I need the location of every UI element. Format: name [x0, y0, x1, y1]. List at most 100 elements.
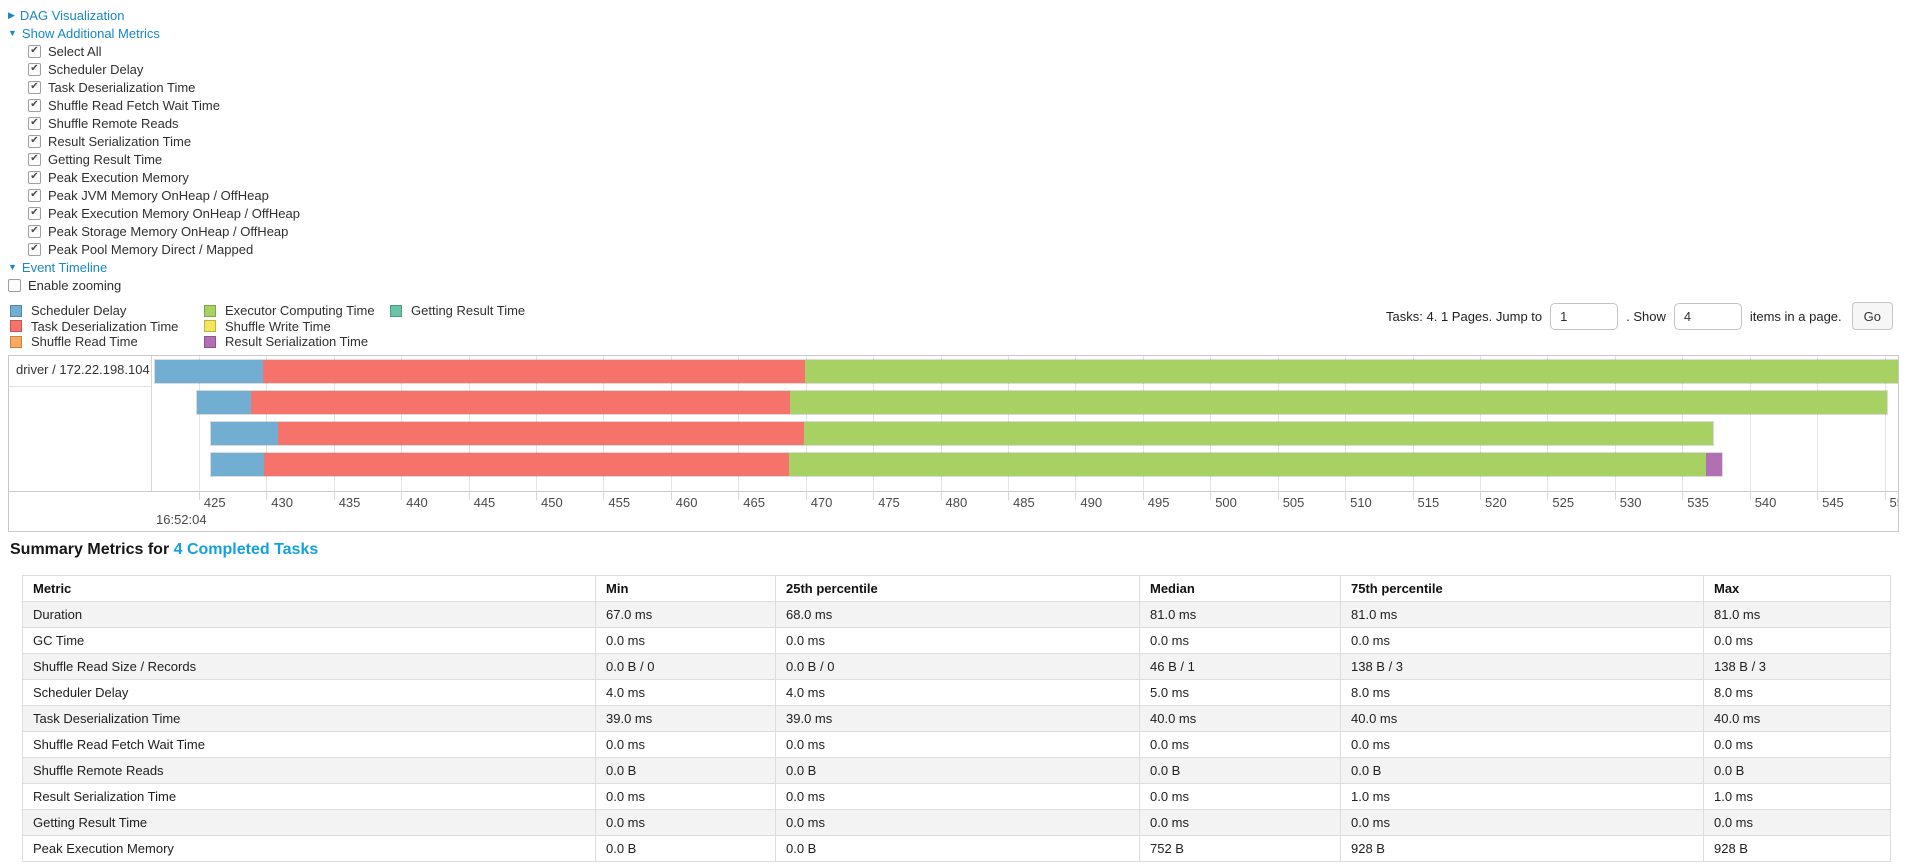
timeline-tick: [266, 491, 268, 500]
legend-column: Scheduler Delay Task Deserialization Time…: [10, 303, 204, 350]
summary-metric-value: 0.0 ms: [595, 809, 776, 836]
summary-table-row: Shuffle Remote Reads 0.0 B 0.0 B 0.0 B 0.0 B…: [22, 757, 1891, 784]
timeline-axis-tick-label: 455: [608, 495, 631, 510]
metric-checkbox[interactable]: ✔: [28, 206, 41, 220]
timeline-tick: [738, 491, 740, 500]
dag-visualization-link[interactable]: ▶ DAG Visualization: [8, 8, 124, 23]
timeline-axis-tick-label: 540: [1754, 495, 1777, 510]
timeline-gridline: [198, 356, 200, 491]
legend-item: Scheduler Delay: [10, 303, 204, 319]
show-additional-metrics-label: Show Additional Metrics: [21, 25, 160, 41]
summary-metric-name: Shuffle Read Size / Records: [22, 653, 596, 680]
summary-metrics-table: Metric Min 25th percentile Median 75th perce…: [22, 575, 1891, 862]
summary-metric-value: 40.0 ms: [1340, 705, 1704, 732]
metric-checkbox-row: ✔ Getting Result Time: [28, 150, 300, 168]
event-timeline-label: Event Timeline: [21, 259, 108, 275]
legend-label: Executor Computing Time: [225, 303, 375, 319]
timeline-axis-tick-label: 475: [878, 495, 900, 510]
summary-metric-value: 40.0 ms: [1703, 705, 1891, 732]
task-bar[interactable]: [196, 390, 1888, 415]
summary-metric-value: 0.0 ms: [1703, 627, 1891, 654]
metric-checkbox[interactable]: ✔: [28, 242, 41, 256]
summary-column-header: Metric: [22, 575, 596, 602]
legend-swatch-scheduler-delay: [10, 304, 22, 317]
timeline-axis-tick-label: 505: [1282, 495, 1305, 510]
timeline-axis-tick-label: 485: [1013, 495, 1035, 510]
go-button[interactable]: Go: [1851, 302, 1893, 330]
timeline-tick: [1614, 491, 1616, 500]
metric-checkbox[interactable]: ✔: [28, 224, 41, 238]
metric-checkbox[interactable]: ✔: [28, 98, 41, 112]
summary-metric-value: 0.0 ms: [1139, 627, 1341, 654]
jump-to-page-input[interactable]: [1550, 302, 1619, 330]
summary-table-row: Peak Execution Memory 0.0 B 0.0 B 752 B 928 …: [22, 835, 1891, 862]
summary-metric-value: 0.0 B / 0: [775, 653, 1140, 680]
summary-metric-value: 0.0 ms: [775, 627, 1140, 654]
timeline-axis-tick-label: 440: [406, 495, 428, 510]
timeline-axis-tick-label: 445: [473, 495, 496, 510]
timeline-gridline: [1884, 356, 1886, 491]
timeline-tick: [1412, 491, 1414, 500]
task-segment-task-deserialization: [264, 453, 790, 476]
show-additional-metrics-link[interactable]: ▼ Show Additional Metrics: [8, 26, 160, 41]
legend-label: Getting Result Time: [411, 303, 526, 319]
summary-table-row: Scheduler Delay 4.0 ms 4.0 ms 5.0 ms 8.0 ms 8…: [22, 679, 1891, 706]
event-timeline-link[interactable]: ▼ Event Timeline: [8, 260, 107, 275]
summary-metric-value: 0.0 B: [775, 757, 1140, 784]
summary-metric-value: 0.0 B: [595, 757, 776, 784]
timeline-axis-tick-label: 425: [203, 495, 226, 510]
items-per-page-input[interactable]: [1673, 302, 1742, 330]
metric-checkbox-label: Scheduler Delay: [48, 61, 144, 77]
summary-metric-name: Scheduler Delay: [22, 679, 596, 706]
legend-label: Scheduler Delay: [31, 303, 127, 319]
metric-checkbox[interactable]: ✔: [28, 134, 41, 148]
timeline-axis-tick-label: 495: [1147, 495, 1170, 510]
summary-metric-value: 0.0 B: [1139, 757, 1341, 784]
metric-checkbox[interactable]: ✔: [28, 44, 41, 58]
metric-checkbox-row: ✔ Task Deserialization Time: [28, 78, 300, 96]
summary-metric-name: Task Deserialization Time: [22, 705, 596, 732]
timeline-axis-tick-label: 520: [1485, 495, 1507, 510]
summary-metric-value: 0.0 B: [595, 835, 776, 862]
summary-metric-value: 0.0 ms: [595, 731, 776, 758]
timeline-tick: [1884, 491, 1886, 500]
metric-checkbox[interactable]: ✔: [28, 62, 41, 76]
items-in-page-text: items in a page.: [1749, 308, 1842, 324]
task-bar[interactable]: [209, 452, 1724, 477]
summary-table-row: Task Deserialization Time 39.0 ms 39.0 ms 4…: [22, 705, 1891, 732]
summary-column-header: Median: [1139, 575, 1341, 602]
timeline-tick: [873, 491, 875, 500]
task-bar[interactable]: [209, 421, 1714, 446]
legend-item: Executor Computing Time: [204, 303, 390, 319]
timeline-gridline: [1817, 356, 1819, 491]
timeline-tick: [805, 491, 807, 500]
timeline-tick: [1682, 491, 1684, 500]
timeline-axis-tick-label: 490: [1080, 495, 1103, 510]
metric-checkbox-row: ✔ Select All: [28, 42, 300, 60]
metric-checkbox[interactable]: ✔: [28, 152, 41, 166]
metric-checkbox-row: ✔ Peak JVM Memory OnHeap / OffHeap: [28, 186, 300, 204]
metric-checkbox[interactable]: ✔: [28, 188, 41, 202]
timeline-tick: [603, 491, 605, 500]
summary-metric-value: 0.0 ms: [1139, 809, 1341, 836]
legend-swatch-executor-computing: [204, 304, 216, 317]
task-bar[interactable]: [154, 359, 1898, 384]
timeline-axis-tick-label: 465: [743, 495, 765, 510]
metric-checkbox[interactable]: ✔: [28, 116, 41, 130]
summary-metric-value: 0.0 ms: [595, 627, 776, 654]
metric-checkbox[interactable]: ✔: [28, 170, 41, 184]
metric-checkbox[interactable]: ✔: [28, 80, 41, 94]
summary-metric-value: 0.0 ms: [1340, 809, 1704, 836]
enable-zooming-checkbox[interactable]: [8, 278, 21, 292]
legend-column: Executor Computing Time Shuffle Write Tim…: [204, 303, 390, 350]
summary-metric-value: 81.0 ms: [1703, 601, 1891, 628]
summary-metric-value: 0.0 B: [1703, 757, 1891, 784]
completed-tasks-link[interactable]: 4 Completed Tasks: [173, 541, 319, 558]
timeline-tick: [468, 491, 470, 500]
summary-metric-value: 4.0 ms: [775, 679, 1140, 706]
summary-column-header: 75th percentile: [1340, 575, 1704, 602]
summary-metric-name: Result Serialization Time: [22, 783, 596, 810]
timeline-tick: [1008, 491, 1009, 500]
metric-checkbox-label: Task Deserialization Time: [48, 79, 196, 95]
enable-zooming-row: Enable zooming: [8, 276, 300, 294]
